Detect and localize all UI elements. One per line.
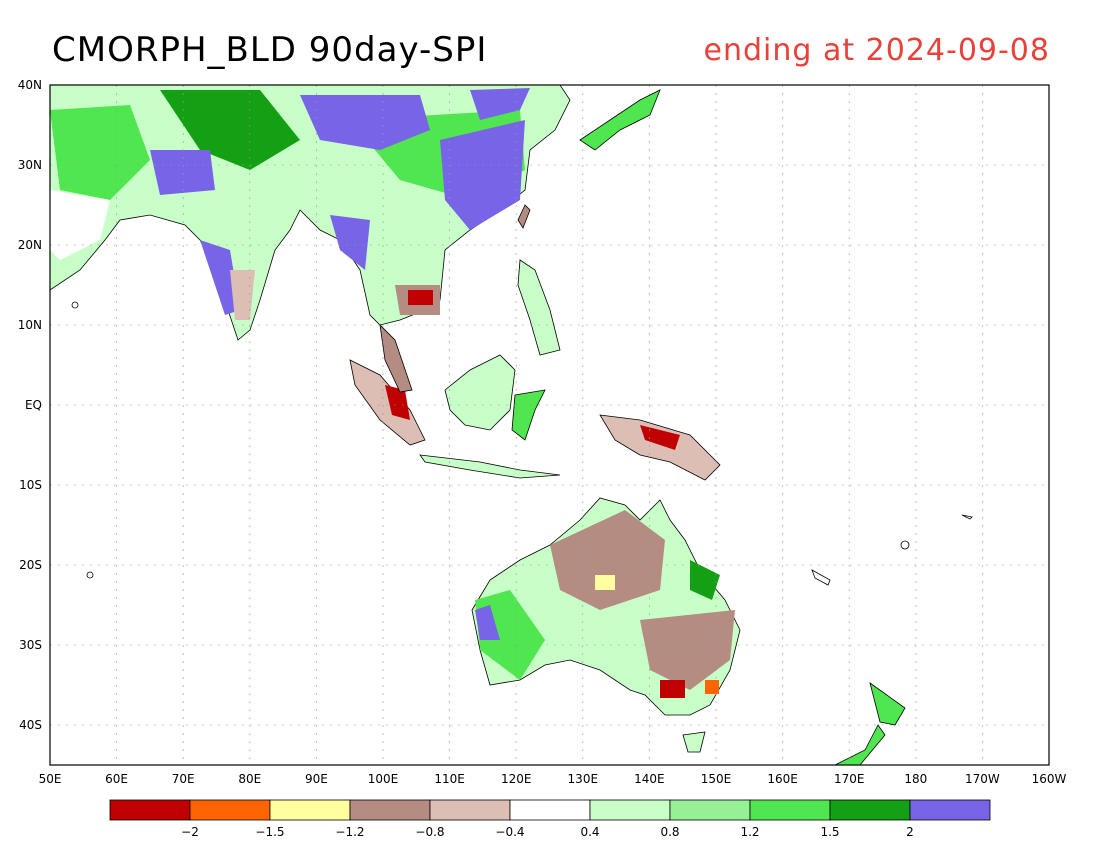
land-australia-vdry-2 xyxy=(660,680,685,698)
land-asia-wet-1 xyxy=(50,105,150,200)
lat-label: 10N xyxy=(18,318,42,332)
lon-label: 140E xyxy=(634,772,665,786)
colorbar-swatch xyxy=(109,799,191,821)
land-sumatra xyxy=(349,359,426,446)
colorbar-tick-label: −0.4 xyxy=(495,825,524,839)
colorbar-swatch xyxy=(589,799,671,821)
colorbar-tick-label: 2 xyxy=(906,825,914,839)
land-india-dry xyxy=(230,270,255,320)
colorbar-tick-label: −1.5 xyxy=(255,825,284,839)
colorbar-swatch xyxy=(829,799,911,821)
land-island-3 xyxy=(900,540,910,550)
lon-label: 160W xyxy=(1032,772,1067,786)
colorbar-swatch xyxy=(909,799,991,821)
land-australia-vdry-1 xyxy=(595,575,615,590)
lat-label: 10S xyxy=(19,478,42,492)
map-frame xyxy=(49,84,1050,766)
lon-label: 110E xyxy=(434,772,465,786)
land-asia-vwet-2 xyxy=(300,95,430,150)
land-island-1 xyxy=(71,301,79,309)
land-australia-dry-1 xyxy=(550,510,665,610)
lat-label: EQ xyxy=(25,398,42,412)
land-asia-vwet-4 xyxy=(470,88,530,120)
land-tasmania xyxy=(682,731,706,753)
land-new-guinea-vdry xyxy=(640,425,680,450)
land-island-2 xyxy=(86,571,94,579)
land-asia-vwet-3 xyxy=(440,120,525,230)
land-new-guinea xyxy=(599,414,721,481)
land-sumatra-vdry xyxy=(385,385,410,420)
lat-label: 20N xyxy=(18,238,42,252)
land-asia-vwet-1 xyxy=(150,150,215,195)
lon-label: 130E xyxy=(568,772,599,786)
lon-label: 60E xyxy=(105,772,128,786)
land-island-4 xyxy=(961,514,973,520)
lon-label: 80E xyxy=(238,772,261,786)
lat-label: 30N xyxy=(18,158,42,172)
land-asia-wet-2 xyxy=(160,90,300,170)
colorbar-swatch xyxy=(349,799,431,821)
colorbar-tick-label: 1.2 xyxy=(740,825,759,839)
lon-label: 100E xyxy=(368,772,399,786)
land-japan xyxy=(579,89,661,151)
lon-label: 150E xyxy=(701,772,732,786)
map-date: ending at 2024-09-08 xyxy=(703,33,1050,68)
land-borneo xyxy=(444,354,516,431)
map-grid: 40N 30N 20N 10N EQ 10S 20S 30S 40S 50E 60E 70E 80E 90… xyxy=(18,78,1067,786)
land-new-caledonia xyxy=(811,569,831,586)
lat-label: 30S xyxy=(19,638,42,652)
lon-label: 160E xyxy=(767,772,798,786)
land-india-vwet xyxy=(200,240,240,315)
colorbar-tick-label: −0.8 xyxy=(415,825,444,839)
land-australia-wet-2 xyxy=(690,560,720,600)
lon-label: 170E xyxy=(834,772,865,786)
colorbar-swatch xyxy=(189,799,271,821)
land-malay xyxy=(379,323,413,393)
lat-label: 40S xyxy=(19,718,42,732)
lon-label: 120E xyxy=(501,772,532,786)
colorbar-swatch xyxy=(429,799,511,821)
colorbar-tick-label: 0.8 xyxy=(660,825,679,839)
land-australia-vdry-3 xyxy=(705,680,719,694)
lat-label: 20S xyxy=(19,558,42,572)
colorbar: −2 −1.5 −1.2 −0.8 −0.4 0.4 0.8 1.2 1.5 2 xyxy=(109,799,991,839)
lat-label: 40N xyxy=(18,78,42,92)
land-sulawesi xyxy=(511,389,546,441)
land-indochina-vdry xyxy=(408,290,433,305)
colorbar-swatch xyxy=(269,799,351,821)
lon-label: 90E xyxy=(305,772,328,786)
land-australia-vwet-1 xyxy=(475,605,500,640)
land-australia-dry-2 xyxy=(640,610,735,690)
colorbar-tick-label: 0.4 xyxy=(580,825,599,839)
land-java xyxy=(419,454,561,479)
lon-label: 70E xyxy=(172,772,195,786)
colorbar-tick-label: 1.5 xyxy=(820,825,839,839)
colorbar-tick-label: −1.2 xyxy=(335,825,364,839)
colorbar-swatch xyxy=(669,799,751,821)
colorbar-tick-label: −2 xyxy=(181,825,199,839)
lon-label: 180 xyxy=(904,772,927,786)
colorbar-swatch xyxy=(509,799,591,821)
land-taiwan xyxy=(517,204,531,229)
map-title: CMORPH_BLD 90day-SPI xyxy=(52,30,488,70)
colorbar-swatch xyxy=(749,799,831,821)
land-philippines xyxy=(517,259,561,356)
land-burma-vwet xyxy=(330,215,370,270)
land-masses xyxy=(49,84,973,766)
land-arabia xyxy=(50,190,110,260)
lon-label: 170W xyxy=(965,772,1000,786)
land-nz-north xyxy=(869,682,906,726)
lon-label: 50E xyxy=(39,772,62,786)
land-australia-wet-1 xyxy=(475,590,545,680)
